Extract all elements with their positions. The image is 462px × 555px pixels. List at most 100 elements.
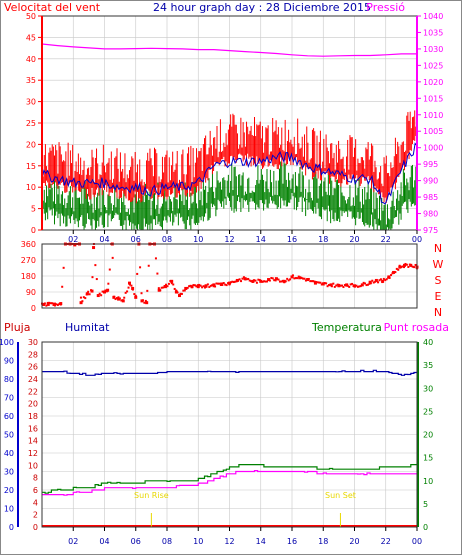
- humidity-axis-tick-label: 8: [33, 474, 38, 483]
- wind-direction-sample: [240, 280, 243, 283]
- wind-direction-sample: [214, 285, 217, 288]
- wind-direction-sample: [319, 281, 322, 284]
- sunrise-label: Sun Rise: [134, 491, 169, 500]
- wind-direction-sample: [387, 276, 390, 279]
- wind-direction-sample: [209, 284, 212, 287]
- wind-direction-sample: [274, 279, 277, 282]
- wind-direction-sample: [51, 302, 54, 305]
- wind-direction-sample: [244, 278, 247, 281]
- wind-direction-sample: [403, 266, 406, 269]
- wind-axis-tick-label: 20: [26, 140, 36, 149]
- wind-direction-point: [92, 246, 96, 250]
- wind-direction-sample: [114, 298, 117, 301]
- wind-direction-sample: [364, 282, 367, 285]
- lower-x-tick-label: 04: [99, 537, 109, 546]
- wind-direction-sample: [270, 276, 273, 279]
- wind-direction-point: [79, 301, 83, 305]
- dir-axis-tick-label: 270: [21, 256, 36, 265]
- pressure-axis-tick-label: 985: [423, 193, 438, 202]
- wind-direction-sample: [91, 276, 94, 279]
- dewpoint-line: [42, 470, 417, 496]
- wind-direction-point: [128, 281, 131, 285]
- wind-direction-sample: [46, 301, 49, 304]
- wind-direction-sample: [87, 290, 90, 293]
- wind-direction-sample: [55, 303, 58, 306]
- wind-direction-sample: [169, 279, 172, 282]
- humidity-axis-tick-label: 0: [33, 523, 38, 532]
- wind-direction-sample: [385, 278, 388, 281]
- wind-direction-sample: [154, 257, 157, 260]
- humidity-axis-tick-label: 18: [28, 412, 38, 421]
- wind-direction-sample: [173, 287, 176, 290]
- lower-x-tick-label: 22: [381, 537, 391, 546]
- wind-direction-sample: [215, 282, 218, 285]
- temp-axis-tick-label: 15: [423, 454, 433, 463]
- wind-direction-sample: [203, 286, 206, 289]
- wind-direction-sample: [369, 282, 372, 285]
- wind-direction-sample: [166, 285, 169, 288]
- wind-axis-tick-label: 0: [31, 226, 36, 235]
- wind-direction-sample: [273, 279, 276, 282]
- wind-direction-sample: [117, 296, 120, 299]
- wind-direction-sample: [235, 280, 238, 283]
- wind-direction-sample: [358, 285, 361, 288]
- wind-direction-sample: [193, 284, 196, 287]
- wind-direction-sample: [277, 278, 280, 281]
- wind-direction-sample: [162, 286, 165, 289]
- wind-direction-sample: [310, 280, 313, 283]
- wind-direction-sample: [260, 279, 263, 282]
- pressure-axis-tick-label: 1020: [423, 78, 443, 87]
- wind-direction-sample: [237, 279, 240, 282]
- wind-x-tick-label: 00: [412, 235, 422, 244]
- compass-label: N: [434, 242, 442, 255]
- wind-direction-sample: [284, 280, 287, 283]
- dir-axis-tick-label: 90: [26, 288, 36, 297]
- wind-direction-sample: [366, 283, 369, 286]
- wind-direction-point: [117, 297, 121, 301]
- wind-axis-tick-label: 25: [26, 119, 36, 128]
- wind-direction-sample: [242, 276, 245, 279]
- wind-direction-sample: [104, 289, 107, 292]
- wind-direction-sample: [356, 285, 359, 288]
- wind-direction-sample: [205, 285, 208, 288]
- wind-direction-sample: [126, 290, 129, 293]
- wind-direction-sample: [368, 282, 371, 285]
- wind-x-tick-label: 16: [287, 235, 297, 244]
- wind-direction-sample: [167, 282, 170, 285]
- humidity-axis-tick-label: 26: [28, 363, 38, 372]
- wind-direction-sample: [302, 277, 305, 280]
- wind-direction-point: [196, 285, 200, 289]
- wind-direction-sample: [170, 282, 173, 285]
- temp-axis-tick-label: 0: [423, 523, 428, 532]
- wind-direction-sample: [351, 282, 354, 285]
- wind-direction-sample: [335, 284, 338, 287]
- pressure-axis-tick-label: 1040: [423, 12, 443, 21]
- humidity-axis-tick-label: 6: [33, 486, 38, 495]
- wind-direction-sample: [185, 287, 188, 290]
- wind-direction-sample: [355, 284, 358, 287]
- wind-direction-sample: [323, 282, 326, 285]
- pressure-axis-tick-label: 1030: [423, 45, 443, 54]
- dir-axis-tick-label: 0: [31, 304, 36, 313]
- wind-direction-sample: [95, 278, 98, 281]
- wind-direction-sample: [123, 296, 126, 299]
- wind-direction-sample: [381, 281, 384, 284]
- rain-axis-tick-label: 30: [4, 468, 14, 477]
- wind-direction-sample: [330, 285, 333, 288]
- wind-direction-sample: [378, 279, 381, 282]
- wind-direction-sample: [336, 283, 339, 286]
- wind-direction-sample: [408, 263, 411, 266]
- wind-direction-sample: [361, 283, 364, 286]
- wind-direction-sample: [247, 277, 250, 280]
- humidity-axis-tick-label: 4: [33, 498, 38, 507]
- wind-direction-sample: [338, 283, 341, 286]
- wind-direction-sample: [333, 285, 336, 288]
- wind-direction-sample: [97, 294, 100, 297]
- wind-direction-sample: [219, 283, 222, 286]
- avg-wind-line: [41, 142, 418, 205]
- wind-direction-sample: [160, 286, 163, 289]
- wind-direction-sample: [297, 275, 300, 278]
- wind-direction-sample: [180, 292, 183, 295]
- wind-direction-sample: [186, 286, 189, 289]
- wind-direction-sample: [353, 285, 356, 288]
